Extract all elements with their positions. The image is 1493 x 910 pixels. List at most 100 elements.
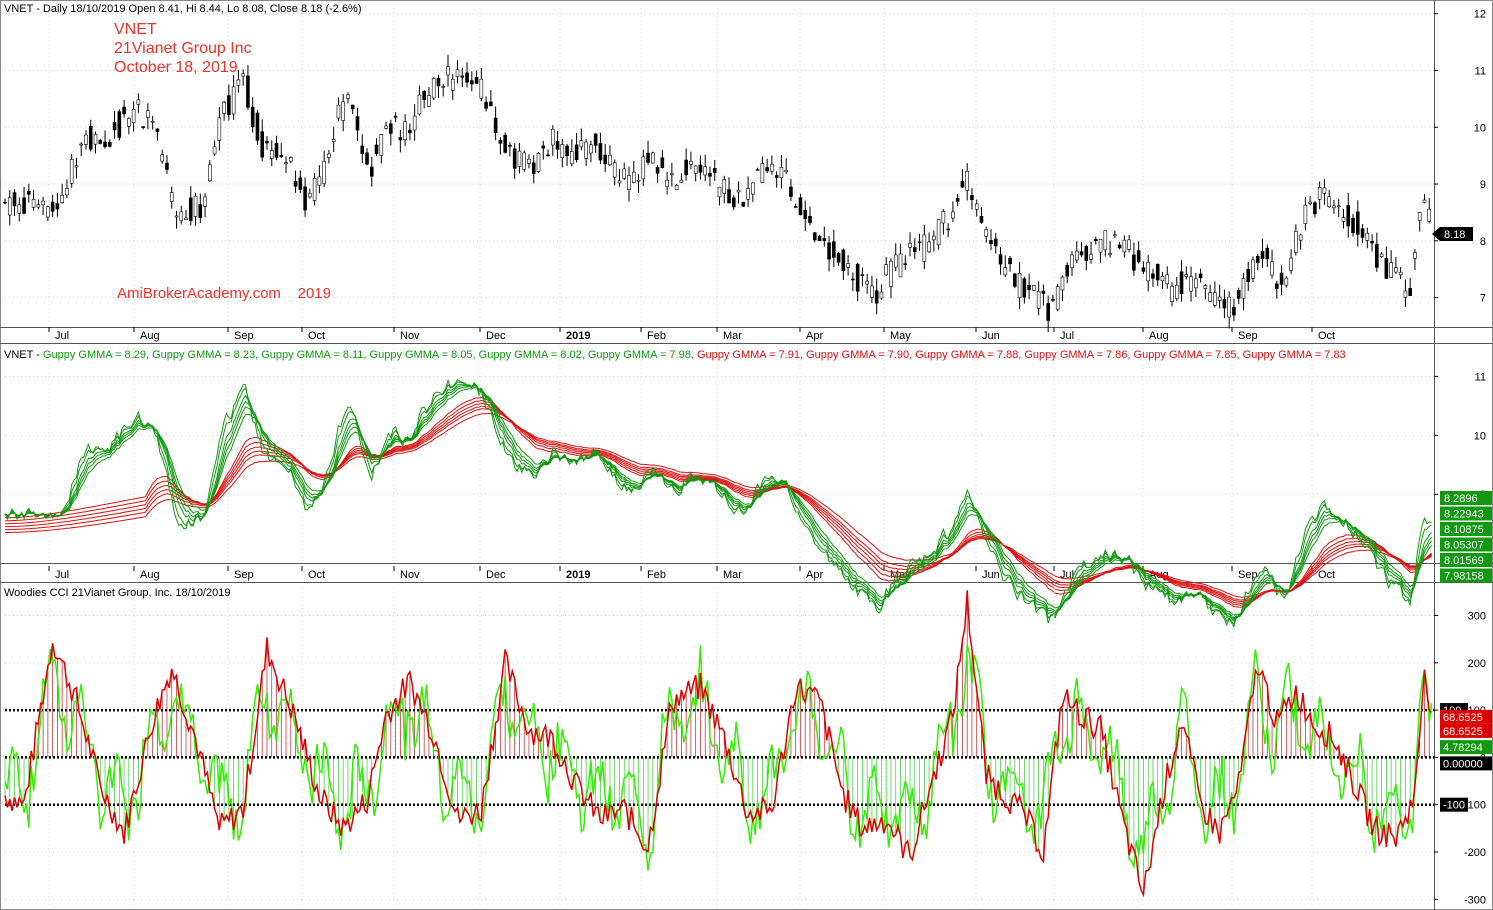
candle-body [960,180,965,188]
candle-body [122,106,126,115]
candle-body [1194,278,1198,289]
gmma-value-label: 8.01569 [1444,555,1484,567]
candle-body [727,189,731,204]
candle-body [817,236,822,241]
cci-value-label: 68.6525 [1443,726,1483,738]
candle-body [441,86,446,88]
candle-body [651,152,655,164]
candle-body [908,242,912,248]
x-tick-label: Apr [806,569,823,581]
gmma-pane: 91011JulAugSepOctNovDec2019FebMarAprMayJ… [4,344,1486,628]
price-pane-title: VNET - Daily 18/10/2019 Open 8.41, Hi 8.… [4,3,362,15]
candle-body [1160,276,1165,282]
candle-body [598,143,603,161]
candle-body [260,131,265,158]
candle-body [574,144,579,161]
candle-body [946,228,950,231]
candle-body [1408,288,1412,296]
candle-body [536,153,541,172]
price-y-tick-label: 12 [1474,9,1486,21]
candle-body [1203,285,1208,289]
candle-body [1017,272,1022,299]
candle-body [1013,273,1017,287]
candle-body [293,181,298,187]
candle-body [474,76,479,84]
candle-body [1165,274,1170,285]
gmma-long-line [5,413,1432,598]
candle-body [479,78,484,99]
candle-body [1079,251,1084,256]
cci-line [4,590,1433,898]
cci-value-label-box [1440,723,1492,738]
candle-body [1098,238,1103,253]
candle-body [55,203,60,210]
candle-body [789,186,793,197]
x-tick-label: Sep [1238,330,1258,342]
candle-body [1008,257,1012,265]
x-tick-label: Sep [234,330,254,342]
candle-body [246,75,250,108]
candle-body [1413,252,1417,259]
candle-body [1127,239,1131,250]
candle-body [160,154,164,162]
gmma-long-line [5,405,1432,603]
candle-body [1174,284,1179,299]
candle-body [1379,253,1384,257]
candle-body [1284,277,1289,286]
candle-body [41,200,45,206]
candle-body [1351,217,1355,233]
candle-body [1341,217,1346,222]
cci-y-tick-label: -100 [1464,800,1486,812]
candle-body [1132,254,1136,271]
candle-body [303,186,307,211]
gmma-legend: VNET - Guppy GMMA = 8.29, Guppy GMMA = 8… [4,349,1346,361]
candle-body [636,179,641,182]
x-tick-label: Dec [486,569,506,581]
candle-body [65,188,69,196]
candle-body [865,280,869,285]
candle-body [512,148,517,169]
candle-body [46,206,50,218]
candle-body [222,101,226,114]
candle-body [12,192,17,207]
candle-body [208,164,212,182]
candle-body [450,78,455,91]
cci-pane: -300-200-1000100200300 [4,588,1486,906]
candle-body [1027,284,1031,291]
x-tick-label: Apr [806,330,823,342]
candle-body [203,196,207,207]
candle-body [1394,267,1398,273]
candle-body [703,166,708,176]
candle-body [308,193,312,198]
gmma-long-line [5,396,1432,608]
candle-body [231,86,236,115]
candle-body [1327,196,1332,207]
candle-body [508,144,512,147]
x-tick-label: Jun [982,569,1000,581]
candle-body [250,106,255,128]
candle-body [288,157,293,162]
candle-body [1189,276,1193,292]
price-y-tick-label: 7 [1480,293,1486,305]
candle-body [1117,244,1122,249]
gmma-value-label-box [1440,553,1492,567]
candle-body [336,104,341,119]
price-y-tick-label: 10 [1474,122,1486,134]
candle-body [1055,286,1060,310]
gmma-long-line [4,399,1432,606]
candle-body [1265,247,1270,260]
x-tick-label: Aug [1149,330,1169,342]
candle-body [689,161,693,165]
x-tick-label: Oct [1318,330,1335,342]
candle-body [560,144,565,159]
candle-body [84,134,88,145]
candle-body [770,163,774,172]
candle-body [146,110,150,118]
candle-body [1036,291,1041,309]
candle-body [179,211,184,222]
candle-body [870,285,874,298]
candle-body [1313,202,1317,215]
x-tick-label: Aug [140,569,160,581]
candle-body [470,80,474,85]
